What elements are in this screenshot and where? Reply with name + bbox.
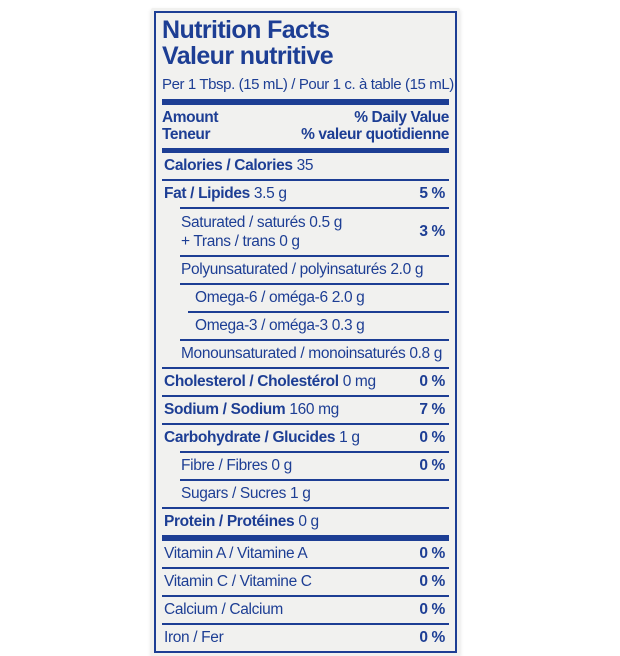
fat-label: Fat / Lipides [164,185,250,202]
iron-label: Iron / Fer [164,629,224,646]
sodium-amount: 160 mg [289,401,339,418]
separator [180,451,449,453]
separator [180,283,449,285]
row-calories: Calories / Calories 35 [156,153,455,179]
calcium-daily-value: 0 % [419,601,445,618]
fat-daily-value: 5 % [419,185,445,202]
vitamin-a-daily-value: 0 % [419,545,445,562]
separator [162,567,449,569]
calories-amount: 35 [296,157,314,174]
fibre-label: Fibre / Fibres 0 g [181,457,292,474]
row-omega3: Omega-3 / oméga-3 0.3 g [156,313,455,339]
iron-daily-value: 0 % [419,629,445,646]
fibre-daily-value: 0 % [419,457,445,474]
carbohydrate-daily-value: 0 % [419,429,445,446]
cholesterol-amount: 0 mg [342,373,376,390]
daily-value-heading: % Daily Value % valeur quotidienne [301,109,449,143]
row-iron: Iron / Fer 0 % [156,625,455,651]
daily-value-heading-en: % Daily Value [354,109,449,126]
amount-daily-value-header: Amount Teneur % Daily Value % valeur quo… [156,105,455,148]
row-polyunsaturated: Polyunsaturated / polyinsaturés 2.0 g [156,257,455,283]
separator [162,423,449,425]
row-carbohydrate: Carbohydrate / Glucides 1 g 0 % [156,425,455,451]
amount-heading-en: Amount [162,109,219,126]
omega3-label: Omega-3 / oméga-3 0.3 g [195,317,365,334]
row-sugars: Sugars / Sucres 1 g [156,481,455,507]
monounsaturated-label: Monounsaturated / monoinsaturés 0.8 g [181,345,443,362]
sodium-label: Sodium / Sodium [164,401,286,418]
separator [162,595,449,597]
separator [162,395,449,397]
divider-thick-header [162,148,449,153]
amount-heading-fr: Teneur [162,126,211,143]
divider-thick-protein [162,535,449,541]
sodium-daily-value: 7 % [419,401,445,418]
row-calcium: Calcium / Calcium 0 % [156,597,455,623]
calories-label: Calories / Calories [164,157,293,174]
separator [180,207,449,209]
separator [162,367,449,369]
calcium-label: Calcium / Calcium [164,601,283,618]
divider-thick-top [162,99,449,105]
protein-label: Protein / Protéines [164,513,295,530]
row-sodium: Sodium / Sodium 160 mg 7 % [156,397,455,423]
separator [180,339,449,341]
saturated-line: Saturated / saturés 0.5 g [181,214,342,231]
separator [162,507,449,509]
daily-value-heading-fr: % valeur quotidienne [301,126,449,143]
fat-amount: 3.5 g [253,185,287,202]
sugars-label: Sugars / Sucres 1 g [181,485,311,502]
carbohydrate-amount: 1 g [339,429,360,446]
row-saturated-trans: Saturated / saturés 0.5 g + Trans / tran… [156,209,455,255]
vitamin-c-label: Vitamin C / Vitamine C [164,573,312,590]
polyunsaturated-label: Polyunsaturated / polyinsaturés 2.0 g [181,261,424,278]
cholesterol-daily-value: 0 % [419,373,445,390]
amount-heading: Amount Teneur [162,109,219,143]
cholesterol-label: Cholesterol / Cholestérol [164,373,339,390]
vitamin-c-daily-value: 0 % [419,573,445,590]
separator [162,179,449,181]
row-vitamin-c: Vitamin C / Vitamine C 0 % [156,569,455,595]
title-french: Valeur nutritive [162,42,334,70]
label-border-box: Nutrition Facts Valeur nutritive Per 1 T… [154,11,457,653]
saturated-trans-daily-value: 3 % [419,223,445,240]
vitamin-a-label: Vitamin A / Vitamine A [164,545,308,562]
serving-size-line: Per 1 Tbsp. (15 mL) / Pour 1 c. à table … [162,76,454,93]
separator [180,479,449,481]
row-fibre: Fibre / Fibres 0 g 0 % [156,453,455,479]
carbohydrate-label: Carbohydrate / Glucides [164,429,336,446]
trans-line: + Trans / trans 0 g [181,233,300,250]
omega6-label: Omega-6 / oméga-6 2.0 g [195,289,365,306]
nutrition-facts-label: Nutrition Facts Valeur nutritive Per 1 T… [151,8,460,656]
row-cholesterol: Cholesterol / Cholestérol 0 mg 0 % [156,369,455,395]
row-vitamin-a: Vitamin A / Vitamine A 0 % [156,541,455,567]
separator [188,311,449,313]
row-omega6: Omega-6 / oméga-6 2.0 g [156,285,455,311]
row-protein: Protein / Protéines 0 g [156,509,455,535]
protein-amount: 0 g [298,513,319,530]
title-english: Nutrition Facts [162,16,330,44]
row-monounsaturated: Monounsaturated / monoinsaturés 0.8 g [156,341,455,367]
row-fat: Fat / Lipides 3.5 g 5 % [156,181,455,207]
separator [180,255,449,257]
